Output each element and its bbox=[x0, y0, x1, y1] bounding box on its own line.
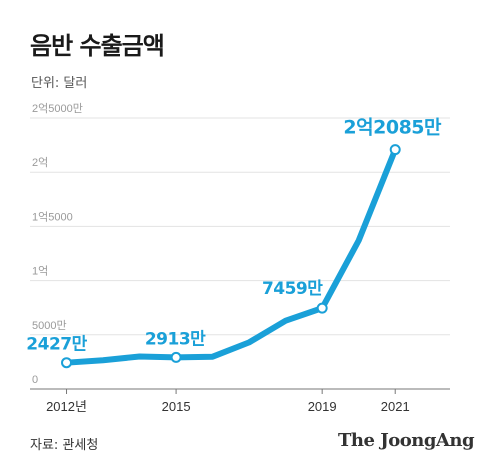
x-tick-label: 2015 bbox=[162, 399, 191, 414]
source-note: 자료: 관세청 bbox=[30, 438, 99, 453]
y-tick-label: 5000만 bbox=[32, 319, 67, 332]
x-tick-label: 2019 bbox=[308, 399, 337, 414]
y-tick-label: 1억5000 bbox=[32, 210, 73, 223]
data-point bbox=[61, 357, 73, 369]
data-label: 2427만 bbox=[26, 335, 87, 355]
y-tick-label: 0 bbox=[32, 374, 38, 386]
data-label: 2억2085만 bbox=[343, 117, 442, 139]
unit-label: 단위: 달러 bbox=[31, 76, 88, 91]
y-tick-label: 1억 bbox=[32, 265, 48, 278]
data-point bbox=[316, 302, 328, 314]
x-tick-label: 2012년 bbox=[46, 399, 87, 414]
y-tick-label: 2억 bbox=[32, 156, 48, 169]
chart-title: 음반 수출금액 bbox=[30, 32, 165, 60]
brand-logo: The JoongAng bbox=[338, 430, 475, 451]
data-point bbox=[389, 144, 401, 156]
y-tick-label: 2억5000만 bbox=[32, 102, 83, 115]
data-label: 7459만 bbox=[262, 279, 323, 299]
series-line bbox=[63, 146, 399, 366]
x-tick-label: 2021 bbox=[381, 399, 410, 414]
data-label: 2913만 bbox=[145, 329, 206, 349]
data-point bbox=[170, 351, 182, 363]
